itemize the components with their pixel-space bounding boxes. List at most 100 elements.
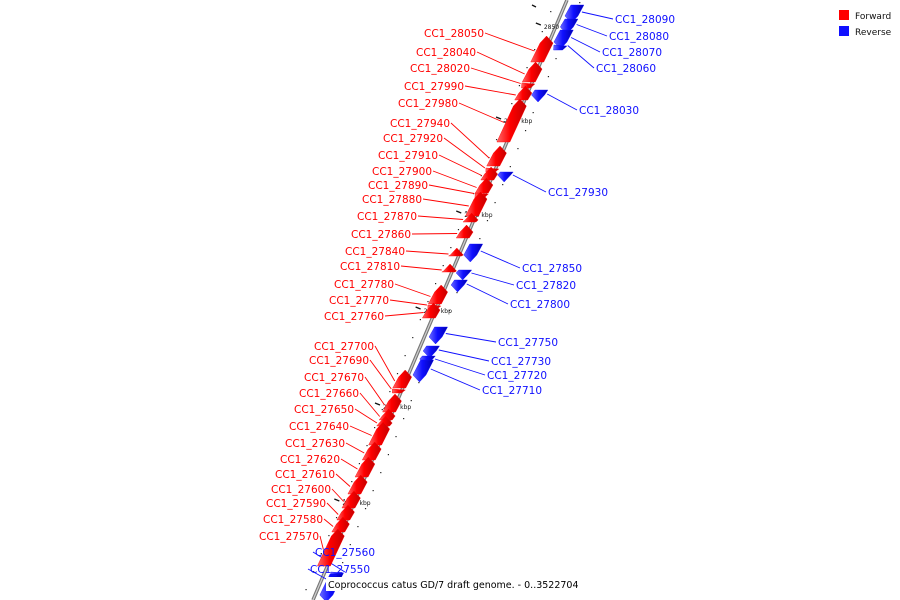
gene-feature-cc1-27820[interactable] [455,269,473,281]
gene-label: CC1_27590 [266,498,326,510]
label-connector [471,272,515,286]
gene-label: CC1_27690 [309,355,369,367]
gene-label: CC1_28070 [602,47,662,59]
caption-box: Coprococcus catus GD/7 draft genome. - 0… [326,577,579,591]
gene-feature-cc1-27710[interactable] [412,359,434,383]
gene-feature-cc1-27930[interactable] [497,171,514,183]
gene-feature-cc1-28020[interactable] [521,82,536,89]
gene-label: CC1_28080 [609,31,669,43]
label-connector [430,368,481,391]
gene-feature-cc1-27780[interactable] [427,284,448,305]
axis-dot [511,103,513,105]
gene-feature-cc1-27750[interactable] [428,326,448,345]
gene-label: CC1_27910 [378,150,438,162]
gene-feature-cc1-27690[interactable] [392,388,406,394]
axis-dot [532,112,534,114]
legend-label-reverse: Reverse [855,28,892,38]
gene-feature-cc1-27940[interactable] [486,145,507,167]
gene-label: CC1_27670 [304,372,364,384]
scale-tick-mark [531,4,537,8]
gene-features [317,4,585,600]
label-connector [400,265,442,271]
axis-dot [342,562,344,564]
gene-feature-cc1-28050[interactable] [530,35,554,63]
axis-dot [343,499,345,501]
label-connector [384,312,424,317]
gene-label: CC1_28060 [596,63,656,75]
axis-dot [524,130,527,132]
axis-dot [479,238,481,240]
label-connector [450,122,490,159]
axis-dot [547,76,550,78]
gene-feature-cc1-27850[interactable] [463,243,484,263]
gene-feature-cc1-27700[interactable] [392,369,412,389]
label-connector [438,154,482,176]
gene-label: CC1_27550 [310,564,370,576]
label-connector [443,137,486,169]
label-connector [411,233,458,235]
gene-label: CC1_27820 [516,280,576,292]
gene-feature-cc1-27870[interactable] [462,212,479,223]
gene-label: CC1_27700 [314,341,374,353]
gene-feature-cc1-27860[interactable] [455,224,474,239]
label-connector [480,250,521,269]
label-connector [432,170,477,188]
gene-label: CC1_27570 [259,531,319,543]
axis-dot [349,544,351,546]
gene-feature-cc1-27980[interactable] [496,98,527,143]
axis-dot [448,310,450,312]
gene-label: CC1_27730 [491,356,551,368]
axis-dot [494,202,496,204]
gene-label: CC1_28040 [416,47,476,59]
genome-caption: Coprococcus catus GD/7 draft genome. - 0… [328,580,579,591]
gene-feature-cc1-27990[interactable] [514,85,533,101]
gene-feature-cc1-28060[interactable] [553,44,568,51]
axis-dot [450,247,452,249]
axis-dot [579,2,581,4]
gene-feature-cc1-28070[interactable] [553,29,574,50]
gene-label: CC1_27930 [548,187,608,199]
gene-label: CC1_27850 [522,263,582,275]
axis-dot [357,526,359,528]
scale-tick-mark [535,22,542,26]
legend-label-forward: Forward [855,12,891,22]
axis-dot [305,589,307,591]
axis-dot [509,166,511,168]
axis-dot [555,58,557,60]
label-connector [323,518,334,527]
label-connector [576,24,608,37]
gene-label: CC1_27980 [398,98,458,110]
gene-label: CC1_27890 [368,180,428,192]
gene-feature-cc1-27900[interactable] [474,177,494,194]
axis-dot [550,11,552,13]
gene-feature-cc1-27760[interactable] [422,302,441,319]
axis-dot [387,454,390,456]
scale-tick-mark [334,498,340,502]
gene-feature-cc1-27570[interactable] [317,528,345,567]
gene-feature-cc1-28040[interactable] [521,61,543,83]
axis-dot [328,535,330,537]
axis-dot [541,31,543,33]
label-connector [369,359,392,390]
gene-feature-cc1-27810[interactable] [441,263,457,273]
axis-dot [313,571,315,573]
gene-feature-cc1-27840[interactable] [447,247,464,257]
label-connector [405,250,449,255]
gene-feature-cc1-27800[interactable] [450,279,468,293]
gene-label: CC1_28090 [615,14,675,26]
gene-label: CC1_27900 [372,166,432,178]
gene-label: CC1_27710 [482,385,542,397]
gene-label: CC1_27840 [345,246,405,258]
scale-tick-mark [456,210,462,214]
label-connector [345,442,365,454]
gene-label: CC1_27650 [294,404,354,416]
gene-label: CC1_27750 [498,337,558,349]
axis-dot [374,427,376,429]
label-connector [335,473,351,487]
gene-label: CC1_27620 [280,454,340,466]
gene-feature-cc1-27730[interactable] [422,345,440,359]
label-connector [570,37,601,53]
axis-dot [502,184,504,186]
gene-feature-cc1-28030[interactable] [531,89,549,103]
